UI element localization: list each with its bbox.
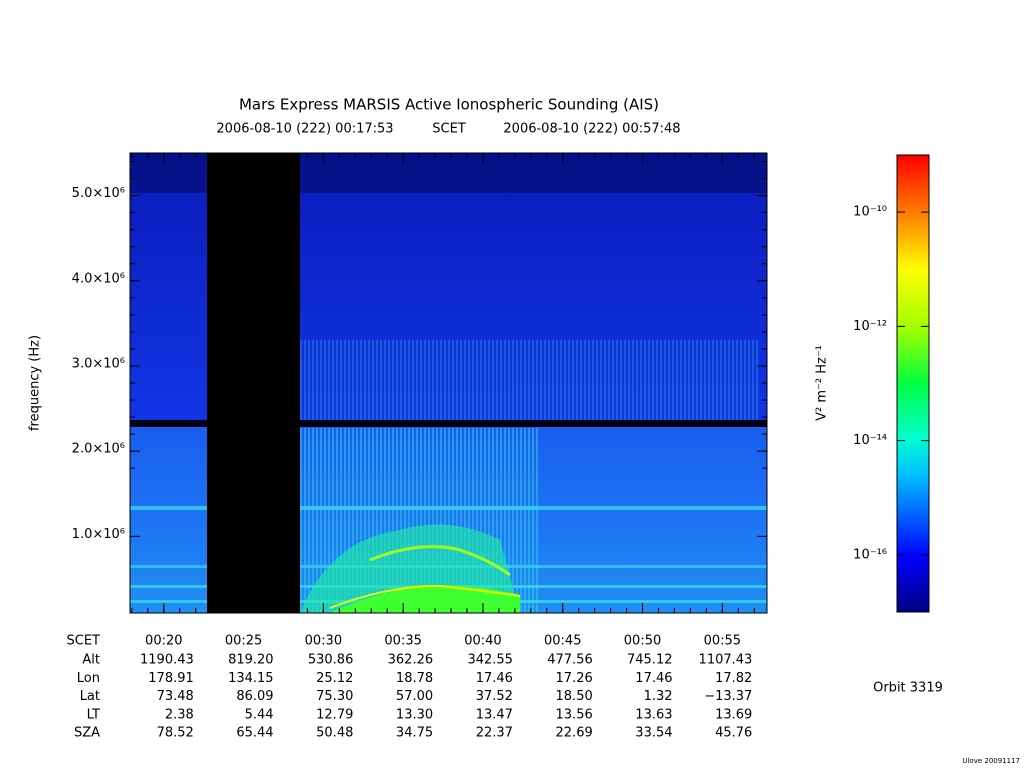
ephemeris-value: 75.30: [316, 689, 353, 704]
ephemeris-value: 73.48: [157, 689, 194, 704]
x-tick-label: 00:30: [305, 634, 342, 649]
row-label: Alt: [82, 653, 100, 668]
y-axis-label: frequency (Hz): [28, 335, 43, 431]
ephemeris-value: 477.56: [547, 653, 593, 668]
ephemeris-value: 342.55: [467, 653, 513, 668]
spectrogram-image: [130, 153, 767, 613]
row-label: SZA: [74, 726, 100, 741]
ephemeris-value: 37.52: [476, 689, 513, 704]
ephemeris-value: 178.91: [148, 671, 194, 686]
ephemeris-value: 530.86: [308, 653, 354, 668]
ephemeris-value: 13.63: [635, 707, 672, 722]
ephemeris-value: 5.44: [245, 707, 274, 722]
colorbar-tick-label: 10⁻¹²: [853, 319, 887, 334]
colorbar-label: V² m⁻² Hz⁻¹: [815, 345, 830, 421]
x-tick-label: 00:25: [225, 634, 262, 649]
ephemeris-value: 1107.43: [699, 653, 753, 668]
ephemeris-value: 17.26: [556, 671, 593, 686]
colorbar: [896, 154, 930, 613]
chart-title: Mars Express MARSIS Active Ionospheric S…: [239, 96, 659, 114]
x-tick-label: 00:20: [145, 634, 182, 649]
ephemeris-value: 12.79: [316, 707, 353, 722]
ephemeris-value: 57.00: [396, 689, 433, 704]
ephemeris-value: 78.52: [157, 726, 194, 741]
row-label: Lon: [77, 671, 100, 686]
time-system: SCET: [432, 122, 466, 137]
ephemeris-value: 45.76: [715, 726, 752, 741]
ephemeris-value: 86.09: [236, 689, 273, 704]
end-time: 2006-08-10 (222) 00:57:48: [503, 122, 680, 137]
y-tick-label: 4.0×10⁶: [72, 271, 125, 286]
ephemeris-value: 17.46: [476, 671, 513, 686]
y-tick-label: 1.0×10⁶: [72, 527, 125, 542]
y-tick-label: 2.0×10⁶: [72, 442, 125, 457]
ephemeris-value: 33.54: [635, 726, 672, 741]
row-label: Lat: [80, 689, 100, 704]
x-tick-label: 00:45: [544, 634, 581, 649]
x-tick-label: 00:50: [624, 634, 661, 649]
ephemeris-value: 25.12: [316, 671, 353, 686]
ephemeris-value: 819.20: [228, 653, 274, 668]
ephemeris-value: 50.48: [316, 726, 353, 741]
ephemeris-value: −13.37: [704, 689, 752, 704]
ephemeris-value: 18.50: [556, 689, 593, 704]
colorbar-tick-label: 10⁻¹⁶: [853, 547, 887, 562]
row-label: LT: [87, 707, 100, 722]
ephemeris-value: 65.44: [236, 726, 273, 741]
ephemeris-value: 13.30: [396, 707, 433, 722]
ephemeris-value: 13.56: [556, 707, 593, 722]
ephemeris-value: 22.69: [556, 726, 593, 741]
ephemeris-value: 17.82: [715, 671, 752, 686]
ephemeris-value: 22.37: [476, 726, 513, 741]
ephemeris-value: 2.38: [165, 707, 194, 722]
credit: Ulove 20091117: [962, 757, 1020, 765]
start-time: 2006-08-10 (222) 00:17:53: [216, 122, 393, 137]
x-tick-label: 00:35: [384, 634, 421, 649]
ephemeris-value: 13.69: [715, 707, 752, 722]
ephemeris-value: 34.75: [396, 726, 433, 741]
x-tick-label: 00:40: [464, 634, 501, 649]
ephemeris-value: 18.78: [396, 671, 433, 686]
row-label: SCET: [67, 634, 101, 649]
ephemeris-value: 362.26: [388, 653, 434, 668]
y-tick-label: 3.0×10⁶: [72, 356, 125, 371]
y-tick-label: 5.0×10⁶: [72, 186, 125, 201]
x-tick-label: 00:55: [704, 634, 741, 649]
ephemeris-value: 1.32: [644, 689, 673, 704]
ephemeris-value: 17.46: [635, 671, 672, 686]
ephemeris-value: 134.15: [228, 671, 274, 686]
ephemeris-value: 1190.43: [140, 653, 194, 668]
ephemeris-value: 13.47: [476, 707, 513, 722]
ephemeris-value: 745.12: [627, 653, 673, 668]
colorbar-tick-label: 10⁻¹⁰: [853, 205, 887, 220]
colorbar-tick-label: 10⁻¹⁴: [853, 433, 887, 448]
orbit: Orbit 3319: [873, 681, 943, 696]
